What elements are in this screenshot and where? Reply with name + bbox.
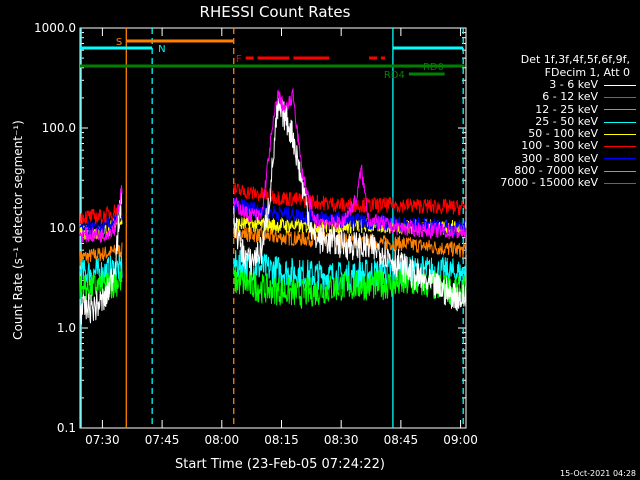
legend-item: 50 - 100 keV <box>486 128 636 140</box>
legend-swatch <box>604 146 636 148</box>
legend-item-label: 50 - 100 keV <box>528 127 598 141</box>
flag-label: F <box>236 54 242 65</box>
series-line <box>79 183 467 225</box>
y-axis-label: Count Rate (s⁻¹ detector segment⁻¹) <box>11 120 25 340</box>
y-tick-label: 1000.0 <box>34 21 76 35</box>
legend-swatch <box>604 109 636 111</box>
legend-item: 3 - 6 keV <box>486 77 636 91</box>
legend-item-label: 100 - 300 keV <box>521 139 598 153</box>
y-tick-label: 0.1 <box>57 421 76 435</box>
data-series <box>79 87 467 325</box>
legend-item: 100 - 300 keV <box>486 140 636 152</box>
legend-swatch <box>604 96 636 98</box>
legend-header-line-1: Det 1f,3f,4f,5f,6f,9f, <box>520 53 630 66</box>
x-tick-label: 07:30 <box>85 433 120 447</box>
legend-swatch <box>604 84 636 86</box>
x-tick-label: 07:45 <box>145 433 180 447</box>
series-line <box>79 266 467 309</box>
legend-item-label: 300 - 800 keV <box>521 151 598 165</box>
y-tick-label: 100.0 <box>42 121 76 135</box>
legend-items: 3 - 6 keV 6 - 12 keV 12 - 25 keV 25 - 50 ke… <box>486 77 636 190</box>
legend-header-line-2: FDecim 1, Att 0 <box>544 65 630 79</box>
chart-title: RHESSI Count Rates <box>200 3 351 21</box>
y-tick-label: 1.0 <box>57 321 76 335</box>
x-tick-label: 08:15 <box>264 433 299 447</box>
timestamp-footer: 15-Oct-2021 04:28 <box>560 469 636 478</box>
legend-item-label: 6 - 12 keV <box>542 90 598 104</box>
series-line <box>79 250 467 293</box>
flag-label: RD0 <box>423 62 444 73</box>
legend-swatch <box>604 133 636 135</box>
legend-item-label: 12 - 25 keV <box>535 102 598 116</box>
x-tick-label: 08:45 <box>384 433 419 447</box>
legend-swatch <box>604 183 636 185</box>
x-tick-label: 09:00 <box>443 433 478 447</box>
legend-item: 25 - 50 keV <box>486 114 636 128</box>
legend-item: 7000 - 15000 keV <box>486 177 636 189</box>
series-line <box>79 97 467 325</box>
legend-swatch <box>604 170 636 172</box>
legend-item: 300 - 800 keV <box>486 151 636 165</box>
legend-item-label: 7000 - 15000 keV <box>500 176 598 190</box>
flag-label: N <box>158 44 165 55</box>
series-line <box>79 87 467 243</box>
flag-label: S <box>116 37 122 48</box>
flag-label: RD4 <box>384 70 405 81</box>
x-axis-label: Start Time (23-Feb-05 07:24:22) <box>175 457 385 472</box>
legend: Det 1f,3f,4f,5f,6f,9f, FDecim 1, Att 0 3… <box>486 53 636 190</box>
legend-item: 12 - 25 keV <box>486 102 636 116</box>
legend-item: 800 - 7000 keV <box>486 163 636 177</box>
legend-item-label: 3 - 6 keV <box>549 77 598 91</box>
x-tick-label: 08:00 <box>205 433 240 447</box>
legend-swatch <box>604 158 636 160</box>
legend-item-label: 25 - 50 keV <box>535 114 598 128</box>
flag-bars: S N F RD0 RD4 <box>80 37 465 81</box>
legend-item: 6 - 12 keV <box>486 91 636 103</box>
legend-item-label: 800 - 7000 keV <box>514 163 598 177</box>
legend-swatch <box>604 121 636 123</box>
y-tick-label: 10.0 <box>49 221 76 235</box>
x-tick-label: 08:30 <box>324 433 359 447</box>
